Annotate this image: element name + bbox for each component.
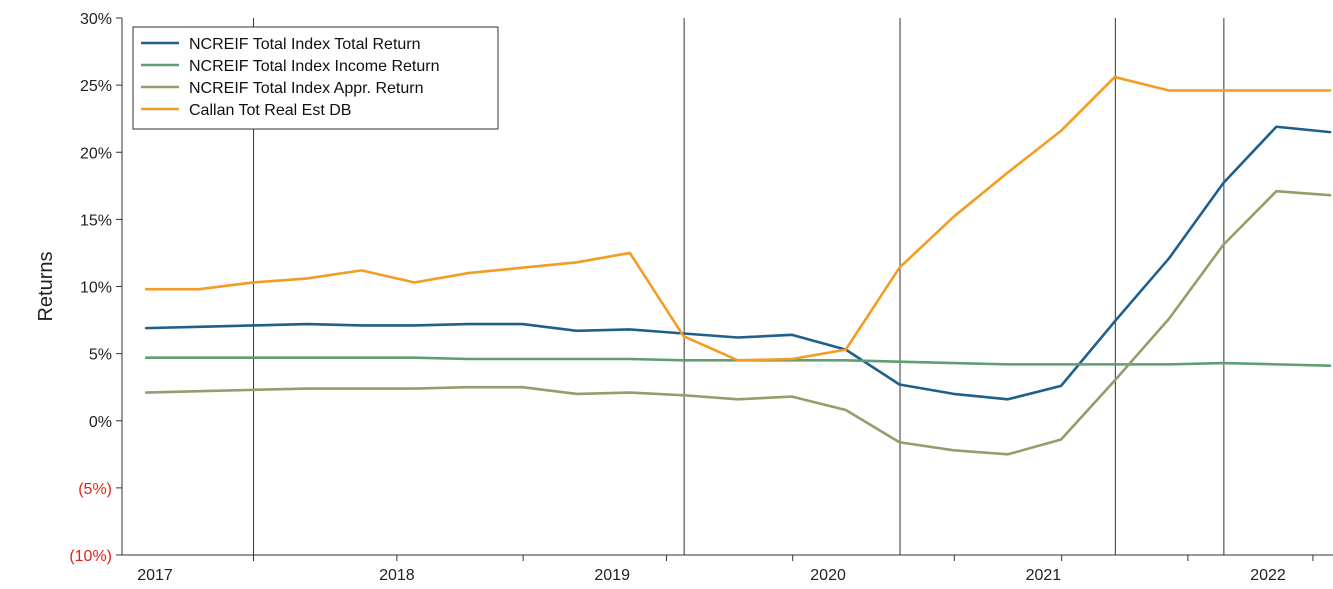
y-tick-label: 30% [80, 11, 112, 28]
y-tick-label: 10% [80, 280, 112, 297]
x-tick-label: 2018 [379, 567, 415, 584]
legend-box [132, 26, 499, 130]
axes [116, 17, 1333, 561]
y-tick-label: (5%) [78, 481, 112, 498]
x-tick-label: 2017 [137, 567, 173, 584]
series-lines [144, 75, 1332, 456]
y-tick-label: (10%) [69, 548, 112, 565]
y-tick-labels: 30% 25% 20% 15% 10% 5% 0% (5%) (10%) [69, 11, 112, 565]
legend: NCREIF Total Index Total Return NCREIF To… [132, 26, 499, 130]
legend-label: NCREIF Total Index Total Return [189, 36, 421, 53]
series-line-1 [144, 125, 1332, 401]
y-tick-label: 5% [89, 347, 112, 364]
series-line-4 [144, 75, 1332, 362]
x-tick-label: 2020 [810, 567, 846, 584]
y-tick-label: 0% [89, 414, 112, 431]
y-axis-title: Returns [35, 251, 57, 321]
series-line-3 [144, 189, 1332, 456]
x-tick-label: 2021 [1026, 567, 1062, 584]
y-tick-label: 25% [80, 78, 112, 95]
x-tick-label: 2022 [1250, 567, 1286, 584]
x-tick-label: 2019 [594, 567, 630, 584]
legend-label: NCREIF Total Index Appr. Return [189, 80, 423, 97]
y-tick-label: 15% [80, 212, 112, 229]
x-tick-labels: 2017 2018 2019 2020 2021 2022 [137, 567, 1286, 584]
y-tick-label: 20% [80, 145, 112, 162]
legend-label: NCREIF Total Index Income Return [189, 58, 439, 75]
legend-label: Callan Tot Real Est DB [189, 102, 351, 119]
